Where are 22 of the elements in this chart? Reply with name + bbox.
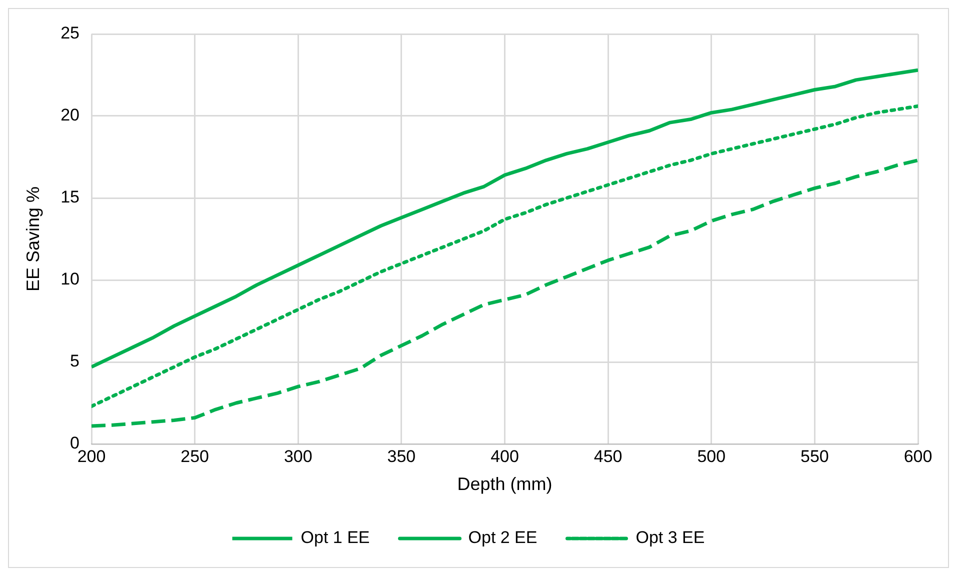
x-tick-label: 500 [697,446,726,466]
x-tick-label: 350 [387,446,416,466]
y-axis-title: EE Saving % [22,186,43,292]
y-tick-label: 20 [60,106,80,125]
legend-label: Opt 2 EE [468,528,538,548]
x-tick-label: 200 [77,446,106,466]
x-tick-label: 250 [180,446,210,466]
x-tick-label: 550 [800,446,829,466]
x-tick-label: 450 [594,446,622,466]
legend-label: Opt 3 EE [636,528,705,548]
line-series [92,104,918,408]
y-tick-label: 5 [70,352,80,371]
x-tick-label: 400 [490,446,519,466]
x-tick-label: 600 [904,446,932,466]
y-tick-label: 15 [60,188,80,207]
y-tick-label: 25 [60,24,80,43]
y-tick-label: 10 [60,270,80,289]
y-tick-label: 0 [70,434,80,453]
x-tick-label: 300 [284,446,312,466]
x-axis-title: Depth (mm) [457,474,552,494]
legend-label: Opt 1 EE [300,528,370,548]
line-series [92,158,918,428]
